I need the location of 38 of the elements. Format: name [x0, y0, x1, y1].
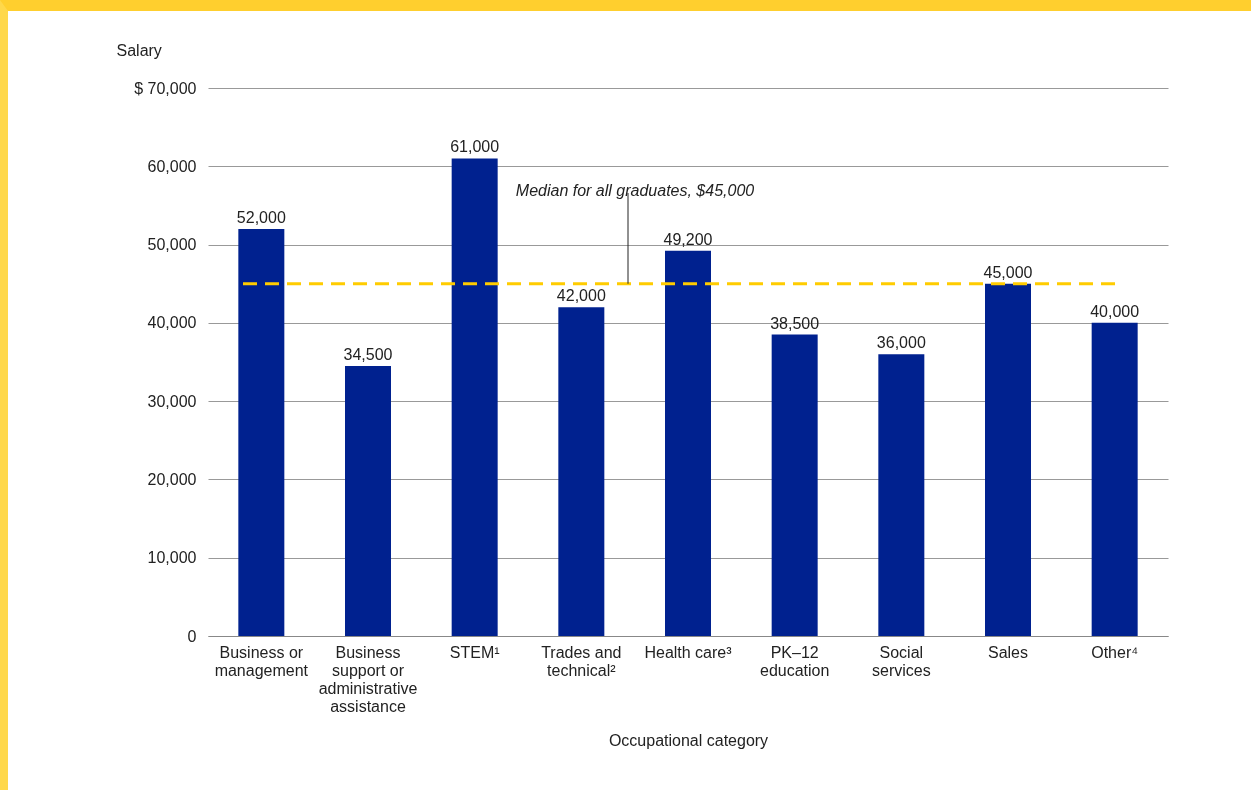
- x-tick-label: PK–12 education: [759, 643, 830, 679]
- bar: [985, 283, 1031, 636]
- x-axis-title: Occupational category: [608, 731, 769, 749]
- x-tick-label: Health care³: [644, 643, 733, 661]
- bar: [1091, 322, 1138, 636]
- ref-line-label: Median for all graduates, $45,000: [515, 181, 755, 199]
- y-tick-label: 60,000: [147, 157, 197, 175]
- data-label: 49,200: [663, 230, 713, 248]
- x-tick-label: Business support or administrative assistance: [318, 643, 418, 715]
- bar: [771, 334, 818, 636]
- bar: [878, 354, 925, 636]
- x-tick-label: Business or management: [214, 643, 309, 679]
- data-label: 34,500: [343, 345, 393, 363]
- data-label: 36,000: [876, 334, 926, 352]
- x-tick-label: Social services: [871, 643, 931, 679]
- bar: [451, 158, 498, 636]
- data-label: 52,000: [236, 208, 286, 226]
- data-label: 42,000: [556, 287, 606, 305]
- x-tick-label: Sales: [987, 643, 1029, 661]
- data-label: 40,000: [1090, 302, 1140, 320]
- bar: [558, 307, 605, 636]
- bar: [238, 228, 285, 636]
- y-tick-label: 50,000: [147, 236, 197, 254]
- y-tick-label: 30,000: [147, 392, 197, 410]
- y-tick-label: $ 70,000: [134, 79, 197, 97]
- y-tick-label: 40,000: [147, 314, 197, 332]
- data-label: 61,000: [450, 138, 500, 156]
- bar: [665, 250, 711, 636]
- x-tick-label: STEM¹: [449, 643, 500, 661]
- data-label: 38,500: [770, 314, 820, 332]
- y-tick-label: 10,000: [147, 549, 197, 567]
- x-tick-label: Trades and technical²: [541, 643, 622, 679]
- x-tick-label: Other⁴: [1091, 643, 1139, 661]
- y-tick-label: 20,000: [147, 470, 197, 488]
- y-axis-title: Salary: [116, 41, 162, 59]
- data-label: 45,000: [983, 263, 1033, 281]
- bar: [345, 365, 391, 636]
- y-tick-label: 0: [187, 627, 197, 645]
